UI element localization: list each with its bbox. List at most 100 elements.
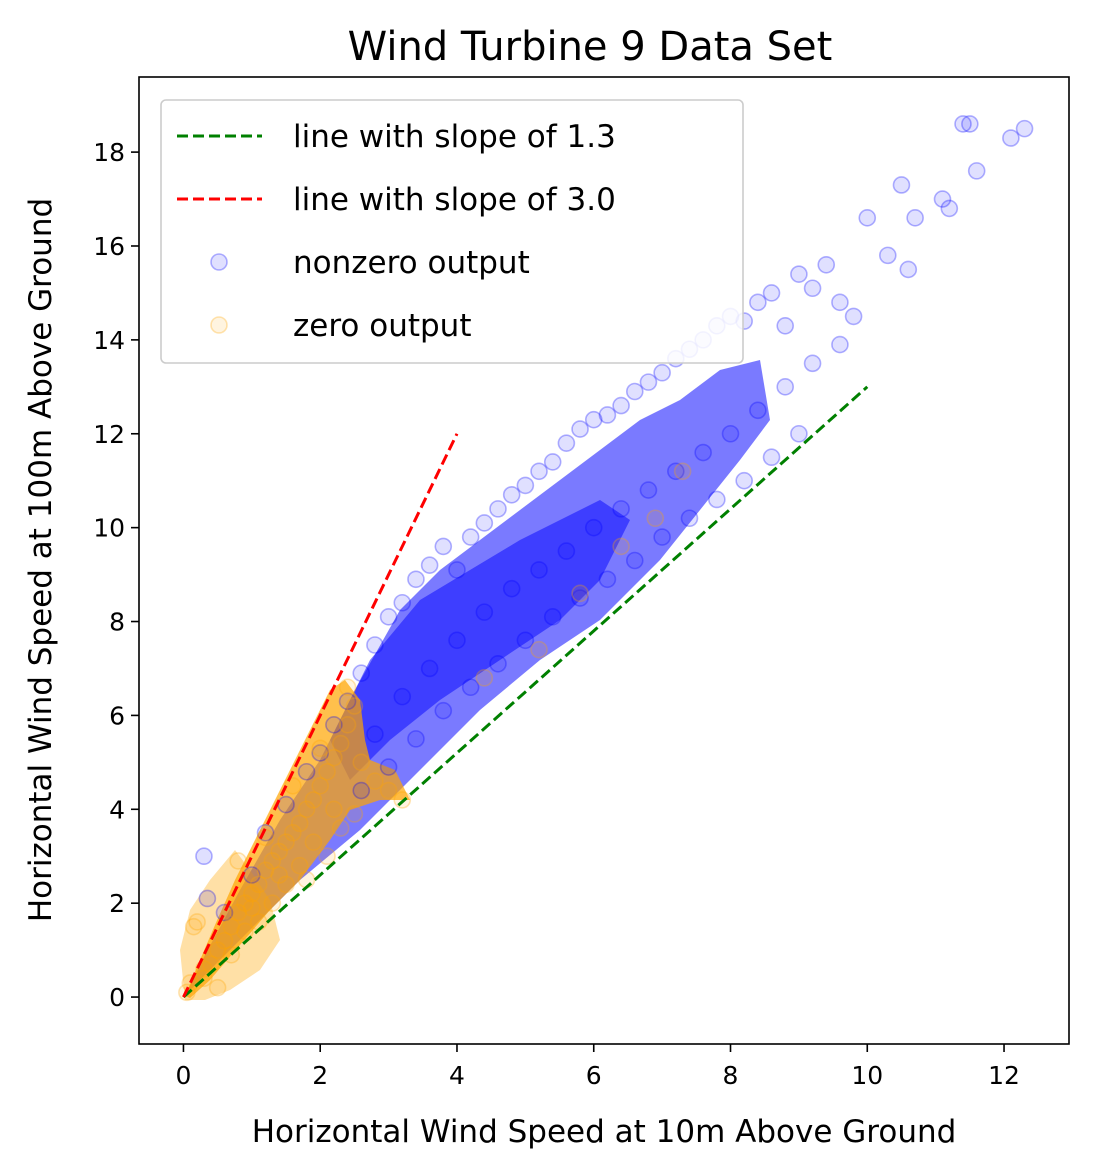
plot-area xyxy=(178,115,1034,1002)
scatter-point xyxy=(318,762,336,781)
scatter-point xyxy=(646,509,665,528)
scatter-point xyxy=(878,246,897,265)
scatter-point xyxy=(229,903,247,922)
scatter-point xyxy=(516,476,535,495)
scatter-point xyxy=(256,861,275,880)
scatter-point xyxy=(530,640,548,659)
scatter-point xyxy=(598,406,617,424)
scatter-point xyxy=(297,800,316,819)
scatter-point xyxy=(776,378,795,396)
scatter-point xyxy=(475,669,494,687)
scatter-point xyxy=(639,481,658,499)
scatter-point xyxy=(277,795,295,814)
y-tick-label: 14 xyxy=(93,326,125,355)
scatter-point xyxy=(277,833,295,851)
scatter-point xyxy=(331,734,350,753)
chart-title: Wind Turbine 9 Data Set xyxy=(348,24,833,70)
scatter-point xyxy=(198,889,217,908)
scatter-point xyxy=(277,875,295,894)
zero-output-spread xyxy=(180,850,280,1000)
scatter-point xyxy=(448,631,466,650)
scatter-point xyxy=(557,542,576,560)
scatter-point xyxy=(489,500,507,518)
scatter-point xyxy=(284,823,302,842)
scatter-point xyxy=(222,917,241,936)
scatter-point xyxy=(906,209,924,227)
scatter-point xyxy=(338,678,357,697)
scatter-point xyxy=(338,692,357,711)
scatter-point xyxy=(434,701,453,720)
legend-label: nonzero output xyxy=(293,245,530,281)
scatter-point xyxy=(735,471,753,490)
scatter-point xyxy=(407,730,425,748)
scatter-point xyxy=(625,551,644,570)
scatter-point xyxy=(331,819,350,837)
scatter-point xyxy=(790,265,808,283)
y-tick-label: 4 xyxy=(109,795,125,824)
scatter-point xyxy=(379,758,398,776)
scatter-point xyxy=(366,772,384,790)
scatter-point xyxy=(249,875,268,894)
legend-label: line with slope of 1.3 xyxy=(293,119,616,155)
scatter-point xyxy=(639,373,658,391)
scatter-point xyxy=(311,777,330,795)
scatter-point xyxy=(612,396,630,415)
reference-line xyxy=(182,385,869,999)
scatter-point xyxy=(933,190,952,208)
scatter-point xyxy=(708,490,726,509)
reference-line xyxy=(182,433,459,998)
scatter-point xyxy=(263,894,282,912)
legend: line with slope of 1.3 line with slope of… xyxy=(160,99,744,364)
scatter-point xyxy=(236,894,254,912)
scatter-point xyxy=(379,608,398,626)
scatter-point xyxy=(694,443,712,462)
x-tick-label: 8 xyxy=(723,1061,739,1090)
scatter-point xyxy=(325,800,343,819)
scatter-point xyxy=(557,434,576,452)
plot-frame xyxy=(138,76,1070,1045)
x-tick-label: 4 xyxy=(449,1061,465,1090)
scatter-point xyxy=(270,842,288,861)
x-tick-label: 6 xyxy=(586,1061,602,1090)
scatter-point xyxy=(366,725,384,743)
legend-box xyxy=(160,99,744,364)
x-tick-label: 0 xyxy=(175,1061,191,1090)
scatter-point xyxy=(318,847,336,866)
y-tick-label: 8 xyxy=(109,608,125,637)
scatter-point xyxy=(489,654,507,673)
scatter-point xyxy=(229,852,247,870)
scatter-point xyxy=(680,509,699,528)
scatter-point xyxy=(817,255,836,274)
legend-marker-swatch xyxy=(210,253,228,271)
scatter-point xyxy=(366,636,384,654)
scatter-point xyxy=(325,715,343,734)
scatter-point xyxy=(184,917,203,936)
scatter-point xyxy=(571,589,589,607)
y-tick-label: 12 xyxy=(93,420,125,449)
y-tick-label: 6 xyxy=(109,701,125,730)
x-axis-label: Horizontal Wind Speed at 10m Above Groun… xyxy=(252,1114,957,1150)
scatter-point xyxy=(530,462,548,481)
scatter-point xyxy=(762,284,781,302)
legend-marker-swatch xyxy=(210,316,228,334)
scatter-point xyxy=(393,687,412,706)
scatter-point xyxy=(290,814,309,833)
scatter-point xyxy=(961,115,979,133)
nonzero-output-core xyxy=(330,500,630,780)
scatter-point xyxy=(584,410,603,429)
scatter-point xyxy=(790,424,808,443)
scatter-point xyxy=(434,537,453,556)
scatter-point xyxy=(844,307,863,326)
x-tick-label: 12 xyxy=(988,1061,1020,1090)
scatter-point xyxy=(831,293,849,312)
scatter-point xyxy=(208,978,227,997)
scatter-point xyxy=(297,762,316,781)
scatter-point xyxy=(304,791,323,809)
scatter-point xyxy=(345,805,364,823)
scatter-point xyxy=(215,931,234,950)
scatter-point xyxy=(571,584,589,603)
scatter-point xyxy=(475,514,494,532)
scatter-point xyxy=(858,209,877,227)
y-axis-ticks: 0 2 4 6 8 10 12 14 16 18 xyxy=(93,138,139,1012)
